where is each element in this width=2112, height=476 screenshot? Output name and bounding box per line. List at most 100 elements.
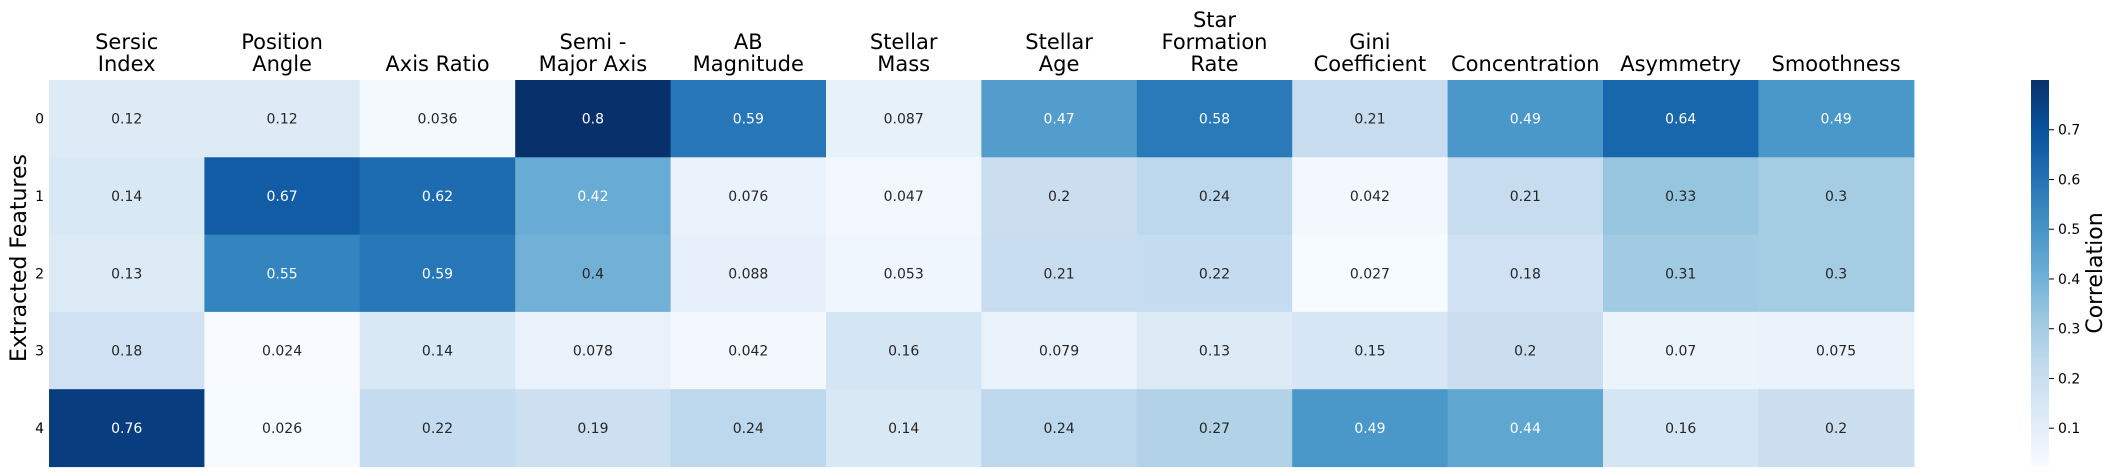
heatmap-cell — [49, 389, 205, 468]
heatmap-cell — [981, 389, 1138, 468]
cell-value-label: 0.3 — [1825, 266, 1847, 282]
heatmap-cell — [826, 157, 982, 236]
colorbar-tick-label: 0.7 — [2058, 123, 2080, 139]
heatmap-cell — [1758, 389, 1915, 468]
y-axis-title: Extracted Features — [7, 154, 32, 362]
cell-value-label: 0.24 — [1199, 189, 1230, 205]
row-label: 1 — [35, 189, 44, 205]
column-label: AB Magnitude — [693, 30, 804, 76]
cell-value-label: 0.042 — [728, 344, 768, 360]
cell-value-label: 0.8 — [582, 112, 604, 128]
heatmap-cell — [204, 80, 361, 158]
cell-value-label: 0.3 — [1825, 189, 1847, 205]
cell-value-label: 0.075 — [1816, 344, 1856, 360]
heatmap-cell — [981, 157, 1138, 236]
cell-value-label: 0.16 — [888, 344, 919, 360]
heatmap-cell — [1292, 80, 1449, 158]
column-label: Position Angle — [241, 30, 323, 76]
cell-value-label: 0.59 — [422, 266, 453, 282]
cell-value-label: 0.33 — [1665, 189, 1696, 205]
colorbar-title: Correlation — [2083, 212, 2108, 333]
column-label: Stellar Mass — [870, 30, 938, 76]
cell-value-label: 0.15 — [1354, 344, 1385, 360]
cell-value-label: 0.12 — [111, 112, 142, 128]
row-labels: 0 1 2 3 4 — [35, 112, 44, 437]
cell-value-label: 0.21 — [1510, 189, 1541, 205]
heatmap-cell — [1136, 389, 1293, 468]
cell-value-label: 0.088 — [728, 266, 768, 282]
cell-value-label: 0.042 — [1350, 189, 1390, 205]
heatmap-cell — [826, 80, 982, 158]
cell-value-label: 0.62 — [422, 189, 453, 205]
heatmap-cell — [826, 234, 982, 313]
cell-value-label: 0.22 — [422, 421, 453, 437]
heatmap-cell — [670, 157, 827, 236]
heatmap-cell — [670, 80, 827, 158]
heatmap-cell — [1758, 80, 1915, 158]
heatmap-cell — [1292, 311, 1449, 390]
cell-value-label: 0.078 — [573, 344, 613, 360]
heatmap-cell — [515, 389, 672, 468]
colorbar-tick-label: 0.5 — [2058, 222, 2080, 238]
cell-value-label: 0.31 — [1665, 266, 1696, 282]
colorbar-tick-label: 0.1 — [2058, 421, 2080, 437]
heatmap-cell — [826, 389, 982, 468]
heatmap-cell — [670, 234, 827, 313]
cell-value-label: 0.58 — [1199, 112, 1230, 128]
cell-value-label: 0.55 — [267, 266, 298, 282]
cell-value-label: 0.24 — [1044, 421, 1075, 437]
heatmap-cell — [515, 157, 672, 236]
cell-value-label: 0.21 — [1354, 112, 1385, 128]
heatmap-cell — [981, 234, 1138, 313]
colorbar: 0.1 0.2 0.3 0.4 0.5 0.6 0.7 Correlation — [2031, 80, 2108, 466]
heatmap-cell — [49, 157, 205, 236]
heatmap-cell — [204, 311, 361, 390]
heatmap-cell — [1136, 234, 1293, 313]
heatmap-cells: 0.12 0.12 0.036 0.8 0.59 0.087 0.47 0.58 0.21 0.4… — [49, 80, 1915, 468]
heatmap-cell — [204, 157, 361, 236]
cell-value-label: 0.49 — [1354, 421, 1385, 437]
cell-value-label: 0.49 — [1510, 112, 1541, 128]
heatmap-cell — [359, 389, 516, 468]
cell-value-label: 0.024 — [262, 344, 302, 360]
row-label: 0 — [35, 112, 44, 128]
column-label: Asymmetry — [1620, 52, 1741, 76]
colorbar-tick-label: 0.4 — [2058, 272, 2080, 288]
column-label: Semi -Major Axis — [539, 30, 648, 76]
heatmap-cell — [1603, 157, 1759, 236]
cell-value-label: 0.59 — [733, 112, 764, 128]
heatmap-cell — [1603, 311, 1759, 390]
cell-value-label: 0.087 — [884, 112, 924, 128]
cell-value-label: 0.036 — [417, 112, 457, 128]
cell-value-label: 0.2 — [1048, 189, 1070, 205]
cell-value-label: 0.079 — [1039, 344, 1079, 360]
colorbar-tick-label: 0.2 — [2058, 371, 2080, 387]
colorbar-ticks: 0.1 0.2 0.3 0.4 0.5 0.6 0.7 — [2049, 123, 2080, 437]
row-label: 3 — [35, 344, 44, 360]
heatmap-cell — [1447, 157, 1604, 236]
heatmap-cell — [670, 389, 827, 468]
heatmap-cell — [1447, 389, 1604, 468]
column-label: Star Formation Rate — [1162, 8, 1268, 76]
column-label: Stellar Age — [1025, 30, 1093, 76]
heatmap-cell — [1136, 157, 1293, 236]
heatmap-cell — [1447, 234, 1604, 313]
cell-value-label: 0.07 — [1665, 344, 1696, 360]
cell-value-label: 0.076 — [728, 189, 768, 205]
heatmap-cell — [1603, 80, 1759, 158]
cell-value-label: 0.027 — [1350, 266, 1390, 282]
heatmap-cell — [1292, 157, 1449, 236]
heatmap-cell — [359, 311, 516, 390]
heatmap-cell — [49, 80, 205, 158]
heatmap-cell — [359, 234, 516, 313]
heatmap-cell — [1603, 389, 1759, 468]
colorbar-tick-label: 0.6 — [2058, 172, 2080, 188]
cell-value-label: 0.14 — [422, 344, 453, 360]
heatmap-cell — [1292, 389, 1449, 468]
heatmap-cell — [359, 80, 516, 158]
cell-value-label: 0.13 — [1199, 344, 1230, 360]
heatmap-cell — [1758, 157, 1915, 236]
heatmap-cell — [1758, 311, 1915, 390]
cell-value-label: 0.16 — [1665, 421, 1696, 437]
colorbar-tick-label: 0.3 — [2058, 322, 2080, 338]
